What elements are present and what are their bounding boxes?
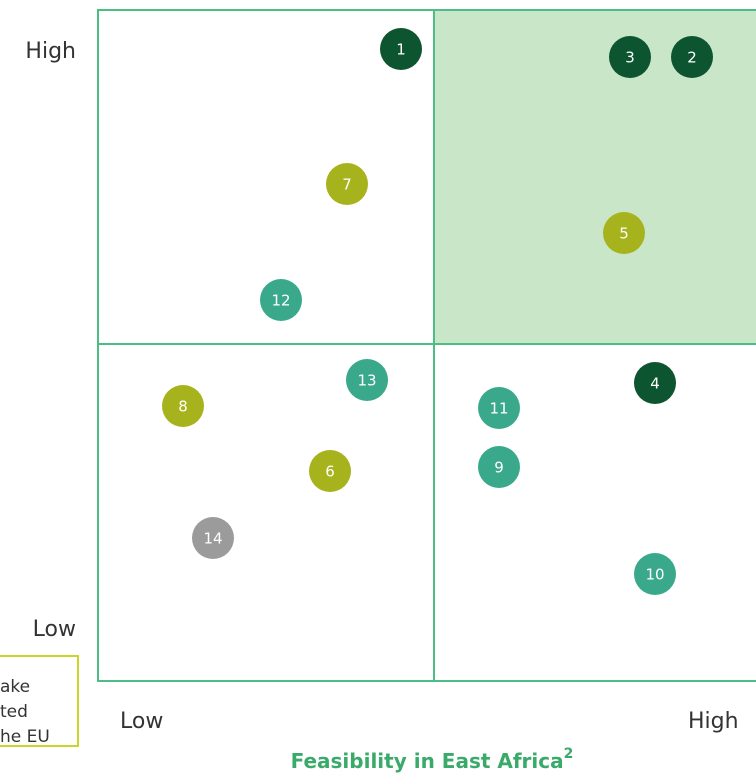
bubble-label: 7: [342, 176, 352, 194]
bubble-label: 4: [650, 375, 660, 393]
bubble: [326, 163, 368, 205]
legend-box: [0, 655, 79, 747]
x-title-text: Feasibility in East Africa: [291, 749, 564, 773]
legend-text: ake: [0, 677, 30, 697]
bubble-label: 2: [687, 49, 697, 67]
footnote-mark: 2: [564, 746, 574, 762]
bubble: [634, 362, 676, 404]
bubble-label: 6: [325, 463, 335, 481]
bubble: [671, 36, 713, 78]
bubble: [609, 36, 651, 78]
bubble-label: 11: [489, 400, 508, 418]
bubble-label: 14: [203, 530, 222, 548]
bubble: [346, 359, 388, 401]
bubble: [162, 385, 204, 427]
bubble: [192, 517, 234, 559]
bubble-label: 13: [357, 372, 376, 390]
bubble: [478, 387, 520, 429]
bubble-label: 1: [396, 41, 406, 59]
bubble-label: 3: [625, 49, 635, 67]
bubble: [260, 279, 302, 321]
y-high: High: [25, 39, 76, 64]
bubble-label: 5: [619, 225, 629, 243]
y-low: Low: [33, 617, 76, 642]
bubble: [603, 212, 645, 254]
legend-text: he EU: [0, 727, 50, 747]
bubble-label: 10: [645, 566, 664, 584]
bubble: [309, 450, 351, 492]
legend-text: ted: [0, 702, 28, 722]
frame: [97, 9, 756, 682]
x-high: High: [688, 709, 739, 734]
bubble-label: 12: [271, 292, 290, 310]
bubble-label: 9: [494, 459, 504, 477]
bubble: [380, 28, 422, 70]
x-low: Low: [120, 709, 163, 734]
bubble: [478, 446, 520, 488]
bubble-label: 8: [178, 398, 188, 416]
x-title: Feasibility in East Africa2: [291, 746, 574, 773]
bubble: [634, 553, 676, 595]
